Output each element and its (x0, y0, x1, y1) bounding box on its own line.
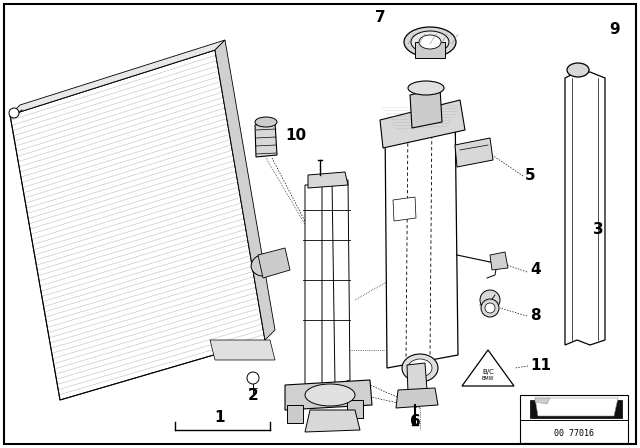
Ellipse shape (411, 31, 449, 53)
Ellipse shape (419, 35, 441, 49)
Text: 7: 7 (374, 10, 385, 26)
Polygon shape (332, 180, 350, 385)
Polygon shape (255, 122, 277, 157)
Polygon shape (210, 340, 275, 360)
Text: 10: 10 (285, 128, 306, 142)
Polygon shape (385, 105, 458, 368)
Text: 1: 1 (215, 410, 225, 426)
Polygon shape (258, 248, 290, 278)
Ellipse shape (305, 384, 355, 406)
Ellipse shape (251, 254, 279, 276)
Polygon shape (287, 405, 303, 423)
Polygon shape (565, 72, 605, 345)
Polygon shape (407, 363, 427, 393)
Ellipse shape (404, 27, 456, 57)
Text: 00 77016: 00 77016 (554, 428, 594, 438)
Text: 2: 2 (248, 388, 259, 402)
Polygon shape (535, 398, 550, 404)
Polygon shape (410, 88, 442, 128)
Polygon shape (215, 40, 275, 340)
Polygon shape (305, 410, 360, 432)
Circle shape (480, 290, 500, 310)
Polygon shape (10, 40, 225, 115)
Polygon shape (490, 252, 508, 270)
Polygon shape (308, 172, 348, 188)
Polygon shape (462, 350, 514, 386)
Ellipse shape (255, 117, 277, 127)
Circle shape (485, 303, 495, 313)
Text: 6: 6 (410, 414, 420, 430)
Polygon shape (10, 50, 265, 400)
Polygon shape (455, 138, 493, 167)
Text: 9: 9 (610, 22, 620, 38)
Circle shape (481, 299, 499, 317)
Ellipse shape (408, 359, 432, 377)
Polygon shape (415, 42, 445, 58)
Polygon shape (305, 185, 322, 390)
Text: 4: 4 (530, 263, 541, 277)
Circle shape (9, 108, 19, 118)
Circle shape (247, 372, 259, 384)
Polygon shape (380, 100, 465, 148)
Text: 11: 11 (530, 358, 551, 372)
Ellipse shape (408, 81, 444, 95)
Polygon shape (535, 398, 618, 416)
Text: BMW: BMW (482, 375, 494, 380)
Text: B/C: B/C (482, 369, 494, 375)
Text: 5: 5 (525, 168, 536, 182)
Text: 8: 8 (530, 307, 541, 323)
Polygon shape (285, 380, 372, 410)
Polygon shape (347, 400, 363, 418)
Text: 3: 3 (593, 223, 604, 237)
Bar (520, 395, 628, 443)
Ellipse shape (567, 63, 589, 77)
Polygon shape (393, 197, 416, 221)
Polygon shape (396, 388, 438, 408)
Polygon shape (530, 400, 622, 418)
Ellipse shape (402, 354, 438, 382)
